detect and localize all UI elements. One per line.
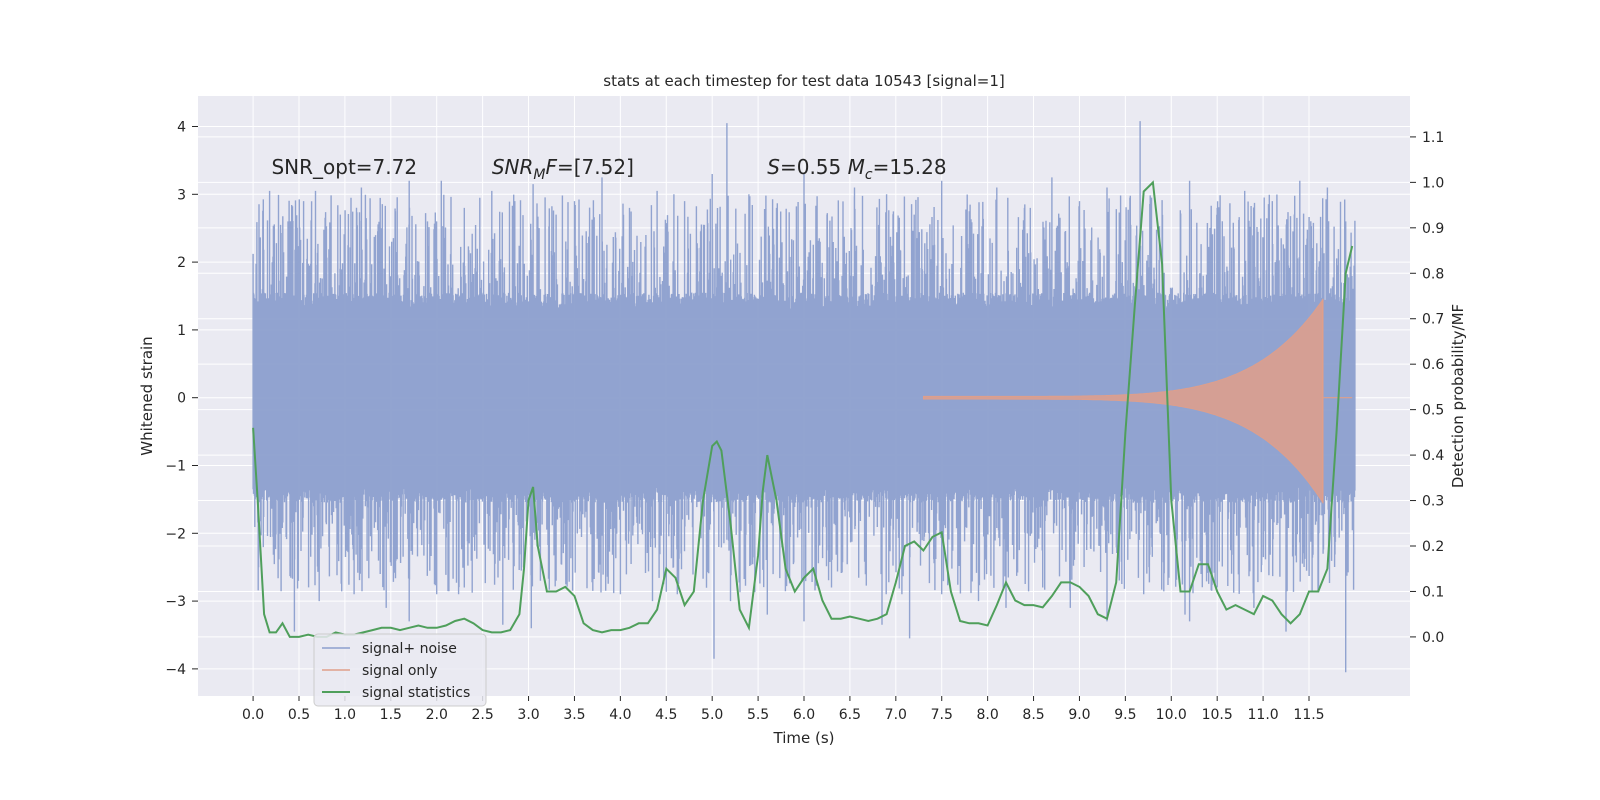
y-tick-label: −3	[165, 594, 186, 610]
annotation-text: S=0.55 Mc=15.28	[767, 155, 946, 183]
annotation-part: S	[767, 155, 780, 179]
x-tick-label: 3.0	[517, 707, 539, 723]
x-tick-label: 6.5	[839, 707, 861, 723]
annotation-part: F	[545, 155, 557, 179]
y2-axis-label: Detection probability/MF	[1449, 304, 1467, 488]
y-tick-label: 2	[177, 255, 186, 271]
x-tick-label: 11.0	[1248, 707, 1279, 723]
x-tick-label: 1.5	[380, 707, 402, 723]
x-tick-label: 8.0	[977, 707, 999, 723]
y2-tick-label: 0.0	[1422, 630, 1444, 646]
annotations: SNR_opt=7.72 SNRMF=[7.52] S=0.55 Mc=15.28	[271, 155, 946, 183]
x-axis: 0.0 0.5 1.0 1.5 2.0 2.5 3.0 3.5 4.0 4.5 5.0 5.5 6.0 6…	[242, 696, 1325, 723]
annotation-part: =[7.52]	[557, 155, 634, 179]
x-tick-label: 6.0	[793, 707, 815, 723]
x-tick-label: 11.5	[1293, 707, 1324, 723]
annotation-part: M	[848, 155, 865, 179]
x-tick-label: 7.5	[931, 707, 953, 723]
x-axis-label: Time (s)	[773, 729, 835, 747]
legend: signal+ noise signal only signal statistic…	[313, 633, 487, 707]
y2-tick-label: 0.1	[1422, 584, 1444, 600]
legend-entry: signal+ noise	[362, 641, 457, 657]
series-layer	[252, 121, 1356, 673]
x-tick-label: 9.0	[1068, 707, 1090, 723]
y-tick-label: 4	[177, 120, 186, 136]
x-tick-label: 0.0	[242, 707, 264, 723]
y2-tick-label: 0.8	[1422, 266, 1444, 282]
x-tick-label: 10.0	[1156, 707, 1187, 723]
annotation-part: =15.28	[873, 155, 947, 179]
chart-title: stats at each timestep for test data 105…	[603, 72, 1004, 90]
annotation-part: c	[865, 167, 873, 183]
annotation-text: SNRMF=[7.52]	[492, 155, 634, 183]
y-axis-left: −4 −3 −2 −1 0 1 2 3 4	[165, 120, 198, 678]
x-tick-label: 7.0	[885, 707, 907, 723]
x-tick-label: 5.5	[747, 707, 769, 723]
annotation-part: =0.55	[780, 155, 848, 179]
y2-tick-label: 0.7	[1422, 312, 1444, 328]
y2-tick-label: 0.2	[1422, 539, 1444, 555]
y2-tick-label: 1.1	[1422, 130, 1444, 146]
y2-tick-label: 0.5	[1422, 403, 1444, 419]
legend-entry: signal statistics	[362, 685, 470, 701]
x-tick-label: 5.0	[701, 707, 723, 723]
y-tick-label: 1	[177, 323, 186, 339]
y-tick-label: −1	[165, 458, 186, 474]
y-axis-right: 0.0 0.1 0.2 0.3 0.4 0.5 0.6 0.7 0.8 0.9 1.0 1.1	[1410, 130, 1444, 646]
y-tick-label: −2	[165, 526, 186, 542]
x-tick-label: 2.0	[426, 707, 448, 723]
y-tick-label: 0	[177, 391, 186, 407]
annotation-part: SNR_opt=7.72	[271, 155, 417, 179]
y2-tick-label: 1.0	[1422, 175, 1444, 191]
y-axis-label: Whitened strain	[138, 336, 156, 455]
y2-tick-label: 0.6	[1422, 357, 1444, 373]
legend-box	[313, 633, 487, 707]
x-tick-label: 1.0	[334, 707, 356, 723]
x-tick-label: 9.5	[1114, 707, 1136, 723]
x-tick-label: 4.5	[655, 707, 677, 723]
annotation-text: SNR_opt=7.72	[271, 155, 417, 179]
y2-tick-label: 0.9	[1422, 221, 1444, 237]
x-tick-label: 4.0	[609, 707, 631, 723]
x-tick-label: 2.5	[472, 707, 494, 723]
x-tick-label: 0.5	[288, 707, 310, 723]
x-tick-label: 8.5	[1022, 707, 1044, 723]
x-tick-label: 3.5	[563, 707, 585, 723]
y-tick-label: −4	[165, 662, 186, 678]
x-tick-label: 10.5	[1202, 707, 1233, 723]
annotation-part: M	[533, 167, 545, 183]
y2-tick-label: 0.4	[1422, 448, 1444, 464]
series-signal-only	[923, 298, 1324, 505]
legend-entry: signal only	[362, 663, 437, 679]
annotation-part: SNR	[492, 155, 534, 179]
y-tick-label: 3	[177, 187, 186, 203]
series-signal-statistics	[252, 180, 1354, 638]
y2-tick-label: 0.3	[1422, 494, 1444, 510]
